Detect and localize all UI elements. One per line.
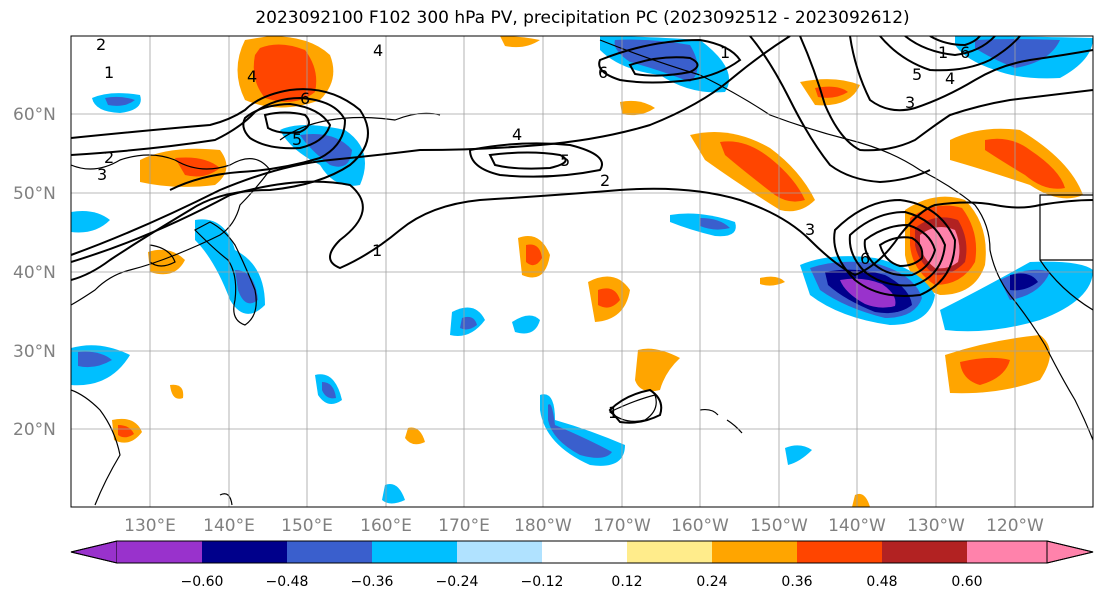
lon-label-130e: 130°E	[124, 516, 176, 536]
contour-label-4d: 4	[945, 69, 955, 88]
cb-tick-9: 0.48	[866, 574, 897, 590]
lat-label-30: 30°N	[13, 342, 56, 362]
contour-label-5c: 5	[912, 65, 922, 84]
colorbar-bin-6	[542, 541, 627, 563]
lon-label-130w: 130°W	[907, 516, 965, 536]
cb-tick-3: −0.36	[351, 574, 394, 590]
contour-label-3a: 3	[97, 165, 107, 184]
lat-label-20: 20°N	[13, 420, 56, 440]
contour-label-2a: 2	[96, 35, 106, 54]
colorbar-outline	[70, 540, 1094, 564]
contour-label-6a: 6	[300, 89, 310, 108]
contour-label-1b: 1	[372, 241, 382, 260]
map-title: 2023092100 F102 300 hPa PV, precipitatio…	[255, 8, 910, 28]
colorbar-bin-9	[797, 541, 882, 563]
lon-label-160w: 160°W	[671, 516, 729, 536]
latitude-labels: 60°N 50°N 40°N 30°N 20°N	[13, 105, 56, 440]
contour-label-5a: 5	[292, 130, 302, 149]
cb-tick-10: 0.60	[951, 574, 982, 590]
contour-label-5b: 5	[560, 151, 570, 170]
contour-label-4c: 4	[512, 125, 522, 144]
colorbar-bin-7	[627, 541, 712, 563]
lon-label-170e: 170°E	[438, 516, 490, 536]
contour-label-6b: 6	[598, 63, 608, 82]
colorbar-bin-11	[967, 541, 1047, 563]
contour-label-4b: 4	[373, 41, 383, 60]
lat-label-50: 50°N	[13, 184, 56, 204]
cb-tick-4: −0.24	[436, 574, 479, 590]
contour-label-4a: 4	[247, 67, 257, 86]
colorbar	[70, 540, 1094, 564]
map-frame	[70, 35, 1094, 508]
contour-label-2b: 2	[104, 148, 114, 167]
colorbar-extend-high	[1046, 540, 1094, 564]
map-panel: 2 1 2 3 4 6 5 4 1 4 5 2 6 1 3 5 4 1 6 3 …	[71, 35, 1093, 507]
contour-label-1e: 1	[608, 403, 618, 422]
colorbar-bin-10	[882, 541, 967, 563]
lon-label-150w: 150°W	[750, 516, 808, 536]
contour-label-6d: 6	[860, 249, 870, 268]
colorbar-bin-3	[287, 541, 372, 563]
colorbar-bin-2	[202, 541, 287, 563]
colorbar-bin-5	[457, 541, 542, 563]
lon-label-120w: 120°W	[986, 516, 1044, 536]
contour-label-1d: 1	[938, 43, 948, 62]
contour-label-2c: 2	[600, 171, 610, 190]
contour-labels: 2 1 2 3 4 6 5 4 1 4 5 2 6 1 3 5 4 1 6 3 …	[96, 35, 970, 422]
cb-tick-8: 0.36	[781, 574, 812, 590]
contour-label-1a: 1	[104, 63, 114, 82]
lat-label-60: 60°N	[13, 105, 56, 125]
cb-tick-2: −0.48	[266, 574, 309, 590]
colorbar-bin-1	[117, 541, 202, 563]
lon-label-170w: 170°W	[593, 516, 651, 536]
cb-tick-1: −0.60	[181, 574, 224, 590]
lon-label-150e: 150°E	[281, 516, 333, 536]
lat-label-40: 40°N	[13, 263, 56, 283]
contour-label-3c: 3	[805, 220, 815, 239]
lon-label-160e: 160°E	[360, 516, 412, 536]
cb-tick-6: 0.12	[611, 574, 642, 590]
colorbar-ticks: −0.60 −0.48 −0.36 −0.24 −0.12 0.12 0.24 …	[181, 574, 983, 590]
lon-label-140w: 140°W	[828, 516, 886, 536]
colorbar-bin-8	[712, 541, 797, 563]
pv-contours	[71, 36, 1093, 424]
lon-label-180w: 180°W	[514, 516, 572, 536]
colorbar-extend-low	[70, 540, 118, 564]
longitude-labels: 130°E 140°E 150°E 160°E 170°E 180°W 170°…	[124, 516, 1044, 536]
colorbar-bin-4	[372, 541, 457, 563]
contour-label-6c: 6	[960, 43, 970, 62]
contour-label-1c: 1	[720, 43, 730, 62]
contour-label-3b: 3	[905, 93, 915, 112]
cb-tick-5: −0.12	[521, 574, 564, 590]
cb-tick-7: 0.24	[696, 574, 727, 590]
lon-label-140e: 140°E	[203, 516, 255, 536]
